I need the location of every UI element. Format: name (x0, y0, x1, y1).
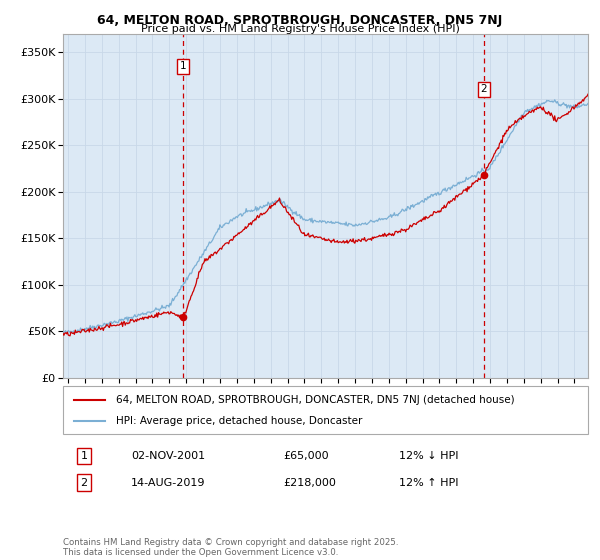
Text: Contains HM Land Registry data © Crown copyright and database right 2025.
This d: Contains HM Land Registry data © Crown c… (63, 538, 398, 557)
FancyBboxPatch shape (63, 386, 588, 434)
Text: Price paid vs. HM Land Registry's House Price Index (HPI): Price paid vs. HM Land Registry's House … (140, 24, 460, 34)
Text: 64, MELTON ROAD, SPROTBROUGH, DONCASTER, DN5 7NJ (detached house): 64, MELTON ROAD, SPROTBROUGH, DONCASTER,… (115, 395, 514, 405)
Text: 1: 1 (80, 451, 88, 461)
Text: HPI: Average price, detached house, Doncaster: HPI: Average price, detached house, Donc… (115, 416, 362, 426)
Text: 1: 1 (180, 61, 187, 71)
Text: £218,000: £218,000 (284, 478, 337, 488)
Text: 64, MELTON ROAD, SPROTBROUGH, DONCASTER, DN5 7NJ: 64, MELTON ROAD, SPROTBROUGH, DONCASTER,… (97, 14, 503, 27)
Text: £65,000: £65,000 (284, 451, 329, 461)
Text: 14-AUG-2019: 14-AUG-2019 (131, 478, 206, 488)
Text: 12% ↓ HPI: 12% ↓ HPI (399, 451, 458, 461)
Text: 02-NOV-2001: 02-NOV-2001 (131, 451, 205, 461)
Text: 2: 2 (80, 478, 88, 488)
Text: 2: 2 (481, 85, 487, 95)
Text: 12% ↑ HPI: 12% ↑ HPI (399, 478, 458, 488)
